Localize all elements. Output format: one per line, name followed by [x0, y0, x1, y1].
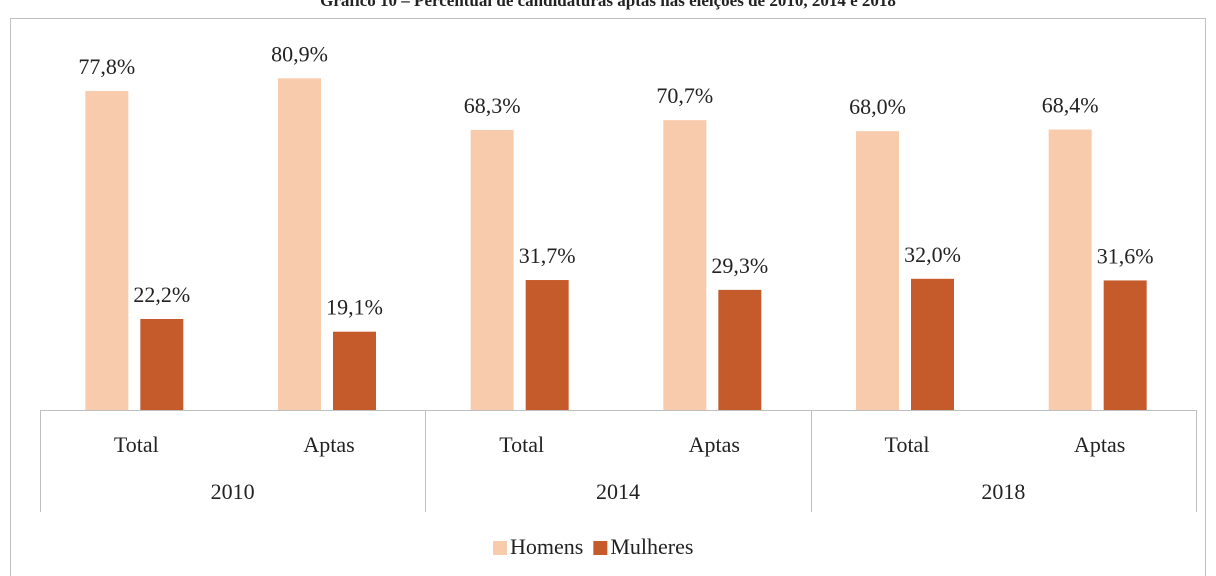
bar — [1048, 129, 1092, 410]
data-label: 22,2% — [133, 282, 190, 307]
data-label: 68,4% — [1042, 93, 1099, 118]
bar — [85, 91, 129, 411]
data-label: 77,8% — [78, 54, 135, 79]
data-label: 70,7% — [656, 83, 713, 108]
legend-label: Mulheres — [610, 534, 693, 559]
bar — [663, 120, 707, 410]
x-tick-label: Aptas — [1074, 432, 1125, 457]
chart-title: Gráfico 10 – Percentual de candidaturas … — [320, 0, 896, 10]
data-label: 19,1% — [326, 295, 383, 320]
chart-border — [10, 18, 1206, 576]
data-label: 31,6% — [1097, 243, 1154, 268]
data-label: 31,7% — [519, 243, 576, 268]
bar — [525, 280, 569, 410]
bar — [856, 131, 899, 410]
data-label: 68,3% — [464, 93, 521, 118]
x-tick-label: Aptas — [303, 432, 354, 457]
x-tick-label: Aptas — [689, 432, 740, 457]
bar — [470, 129, 514, 410]
data-label: 29,3% — [711, 253, 768, 278]
x-tick-label: Total — [114, 432, 159, 457]
x-tick-label: Total — [499, 432, 544, 457]
bar — [1103, 280, 1147, 410]
x-tick-label: Total — [885, 432, 930, 457]
legend-swatch — [493, 541, 507, 555]
data-label: 80,9% — [271, 41, 328, 66]
group-label: 2018 — [981, 479, 1025, 504]
data-label: 68,0% — [849, 94, 906, 119]
data-label: 32,0% — [904, 242, 961, 267]
legend-label: Homens — [510, 534, 583, 559]
bar — [718, 289, 762, 410]
bar — [278, 78, 321, 410]
group-label: 2010 — [211, 479, 255, 504]
group-label: 2014 — [596, 479, 640, 504]
bar — [333, 331, 376, 410]
bar — [140, 318, 184, 410]
legend-swatch — [593, 541, 608, 555]
bar — [911, 278, 954, 410]
